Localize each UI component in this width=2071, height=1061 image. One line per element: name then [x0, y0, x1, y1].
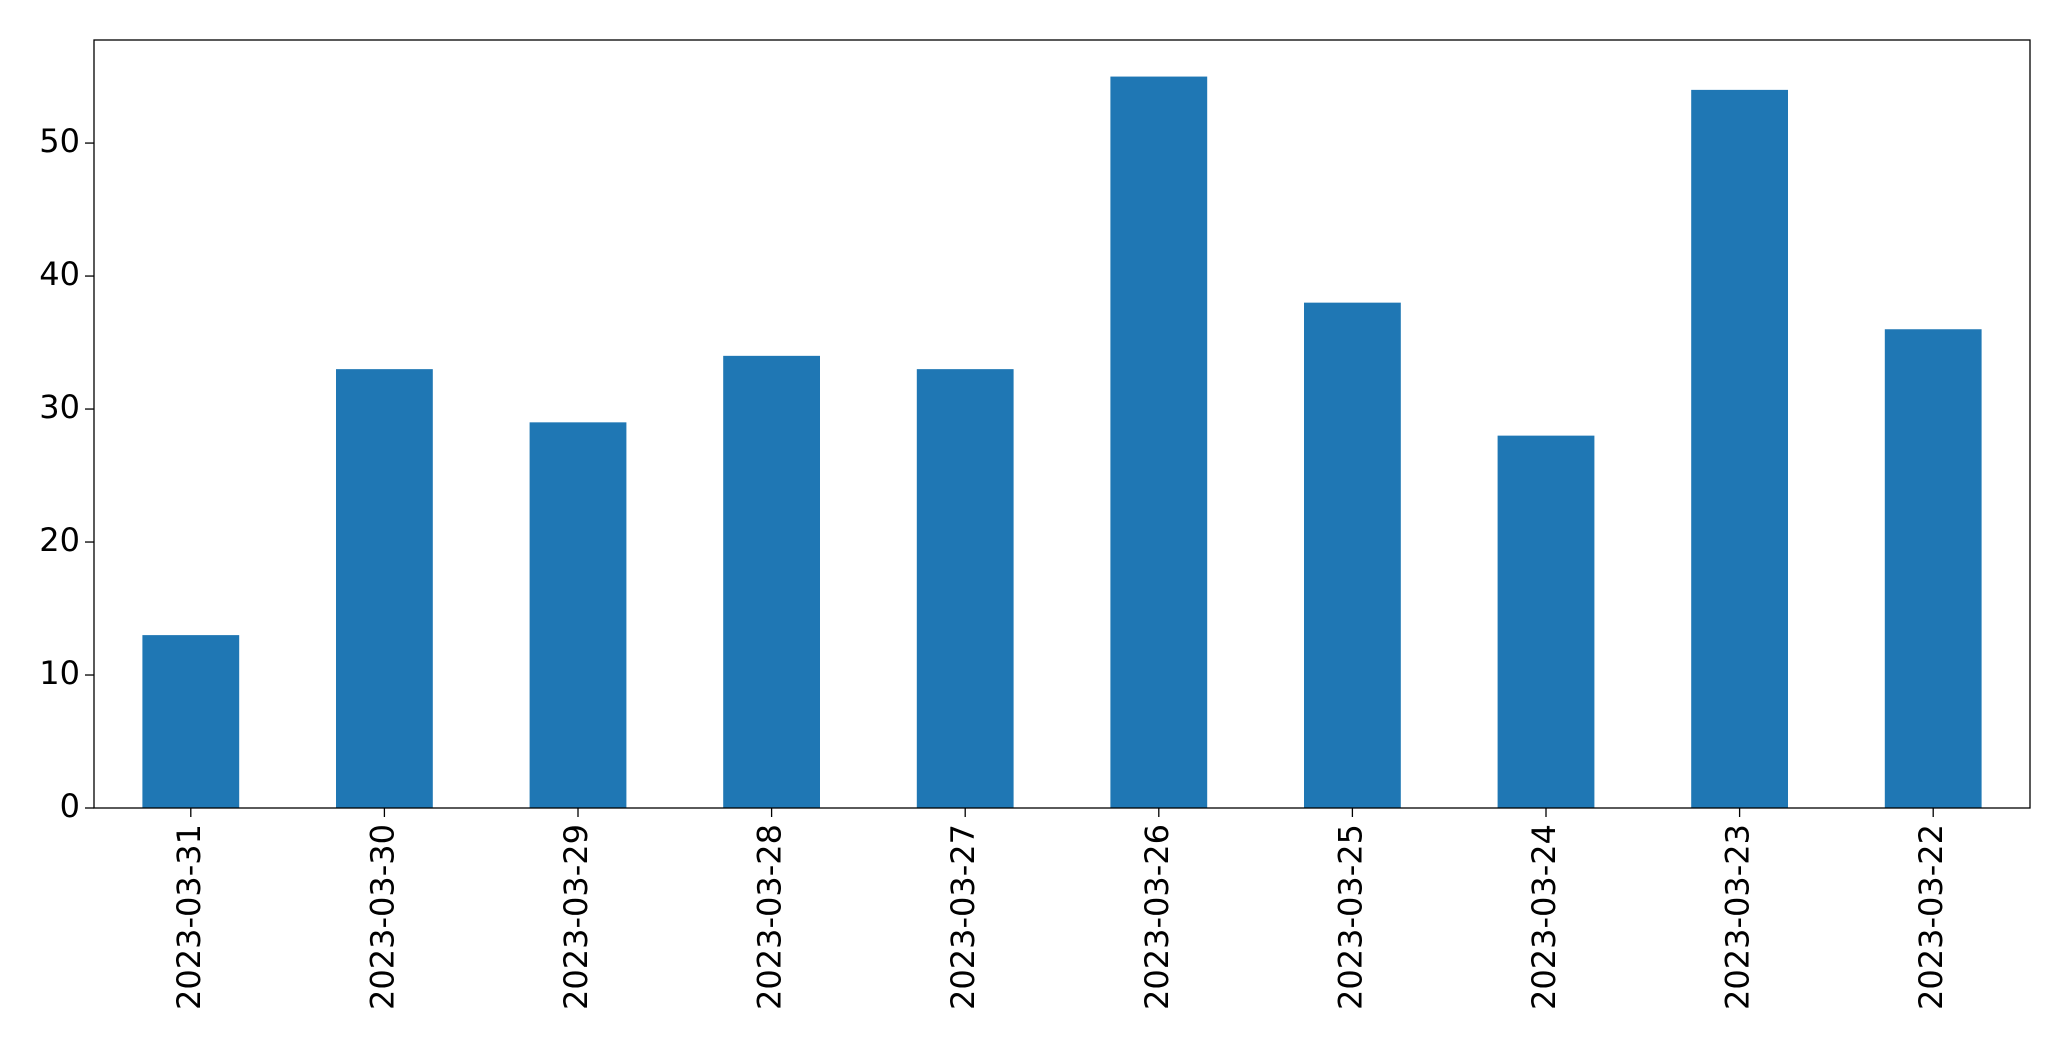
x-tick-label: 2023-03-22: [1912, 824, 1950, 1010]
x-tick-label: 2023-03-23: [1719, 824, 1757, 1010]
bar: [1497, 435, 1595, 808]
y-tick-label: 10: [39, 654, 80, 692]
x-tick-label: 2023-03-30: [363, 824, 401, 1010]
plot-frame: [93, 39, 2031, 809]
x-tick-label: 2023-03-29: [557, 824, 595, 1010]
bar: [916, 369, 1014, 808]
y-tick-label: 20: [39, 521, 80, 559]
x-tick-label: 2023-03-26: [1138, 824, 1176, 1010]
bar: [1884, 329, 1982, 808]
bar: [529, 422, 627, 808]
bar: [1110, 76, 1208, 809]
x-tick-label: 2023-03-25: [1331, 824, 1369, 1010]
bar: [336, 369, 433, 808]
bar: [723, 355, 820, 808]
x-tick-label: 2023-03-27: [944, 824, 982, 1010]
bar: [1691, 89, 1788, 809]
x-tick-label: 2023-03-28: [751, 824, 789, 1010]
bar: [142, 635, 240, 808]
y-tick-label: 0: [60, 787, 80, 825]
bar: [1304, 302, 1401, 808]
y-tick-label: 40: [39, 255, 80, 293]
y-tick-label: 50: [39, 122, 80, 160]
y-tick-label: 30: [39, 388, 80, 426]
x-tick-label: 2023-03-31: [170, 824, 208, 1010]
x-tick-label: 2023-03-24: [1525, 824, 1563, 1010]
